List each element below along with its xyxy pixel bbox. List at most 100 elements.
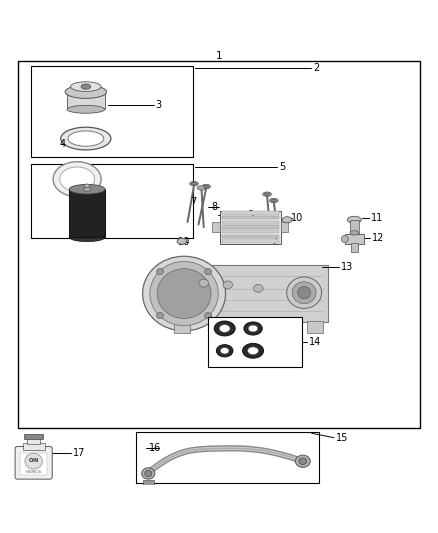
Bar xyxy=(212,222,220,232)
Ellipse shape xyxy=(214,321,235,336)
Bar xyxy=(174,321,190,333)
Bar xyxy=(31,66,193,157)
FancyBboxPatch shape xyxy=(15,447,52,479)
Bar xyxy=(307,321,323,333)
Text: 15: 15 xyxy=(336,433,348,442)
Ellipse shape xyxy=(60,167,95,191)
Bar xyxy=(222,239,279,243)
Ellipse shape xyxy=(205,312,212,319)
Text: 12: 12 xyxy=(372,233,384,243)
Ellipse shape xyxy=(71,82,101,92)
Bar xyxy=(20,453,47,475)
Ellipse shape xyxy=(68,131,104,146)
Ellipse shape xyxy=(190,182,198,186)
Bar xyxy=(220,211,281,244)
Ellipse shape xyxy=(84,187,91,191)
Text: 14: 14 xyxy=(309,337,321,347)
Ellipse shape xyxy=(299,458,307,464)
Bar xyxy=(136,432,319,482)
Text: OIN: OIN xyxy=(28,458,39,463)
Text: 9: 9 xyxy=(247,211,254,221)
Bar xyxy=(345,234,364,244)
Text: 11: 11 xyxy=(371,213,383,223)
Bar xyxy=(222,230,279,233)
Text: 1: 1 xyxy=(215,51,223,61)
Ellipse shape xyxy=(150,261,218,326)
Ellipse shape xyxy=(297,287,311,299)
Bar xyxy=(143,480,153,486)
Text: 10: 10 xyxy=(290,214,303,223)
Bar xyxy=(222,235,279,238)
Ellipse shape xyxy=(216,345,233,357)
Ellipse shape xyxy=(177,238,187,244)
Text: 16: 16 xyxy=(149,443,161,453)
Bar xyxy=(31,164,193,238)
Bar xyxy=(67,91,105,109)
Ellipse shape xyxy=(269,198,278,203)
Ellipse shape xyxy=(69,233,105,241)
Ellipse shape xyxy=(157,269,211,318)
Ellipse shape xyxy=(287,277,321,309)
Ellipse shape xyxy=(143,256,226,331)
Bar xyxy=(22,443,45,449)
Ellipse shape xyxy=(65,85,106,99)
Ellipse shape xyxy=(243,343,264,358)
Ellipse shape xyxy=(61,127,111,150)
Bar xyxy=(24,434,43,439)
Ellipse shape xyxy=(25,454,42,469)
Ellipse shape xyxy=(283,217,292,223)
Ellipse shape xyxy=(271,199,276,202)
Ellipse shape xyxy=(202,184,211,189)
Bar xyxy=(211,321,227,333)
Ellipse shape xyxy=(248,325,258,332)
Text: 4: 4 xyxy=(60,139,66,149)
Text: 3: 3 xyxy=(155,100,162,110)
Text: 7: 7 xyxy=(272,236,278,246)
Bar xyxy=(222,225,279,229)
Bar xyxy=(175,265,328,322)
Ellipse shape xyxy=(347,216,361,223)
Ellipse shape xyxy=(223,281,233,289)
Bar xyxy=(18,61,420,428)
Ellipse shape xyxy=(145,471,152,477)
Ellipse shape xyxy=(263,192,272,196)
Ellipse shape xyxy=(219,325,230,333)
Bar xyxy=(264,321,279,333)
Bar xyxy=(69,189,105,237)
Ellipse shape xyxy=(67,106,105,113)
Ellipse shape xyxy=(244,322,262,335)
Text: 10: 10 xyxy=(177,237,190,247)
Ellipse shape xyxy=(156,269,163,274)
Text: 8: 8 xyxy=(211,201,217,212)
Bar xyxy=(222,221,279,224)
Ellipse shape xyxy=(247,347,258,354)
Bar xyxy=(351,244,358,252)
Text: 13: 13 xyxy=(341,262,353,271)
Ellipse shape xyxy=(142,468,155,479)
Ellipse shape xyxy=(295,455,310,467)
Ellipse shape xyxy=(81,84,91,89)
Bar xyxy=(350,220,359,233)
Ellipse shape xyxy=(204,185,209,188)
Ellipse shape xyxy=(254,285,263,292)
Ellipse shape xyxy=(350,231,359,235)
Ellipse shape xyxy=(191,182,197,185)
Ellipse shape xyxy=(197,185,206,190)
Ellipse shape xyxy=(265,193,270,196)
Text: 2: 2 xyxy=(313,63,319,73)
Ellipse shape xyxy=(85,184,90,188)
Text: 6: 6 xyxy=(95,188,101,198)
Ellipse shape xyxy=(292,282,316,304)
Ellipse shape xyxy=(220,348,229,354)
Bar xyxy=(27,437,40,445)
Ellipse shape xyxy=(341,236,348,243)
Text: 7: 7 xyxy=(191,197,197,207)
Text: ENGINE OIL: ENGINE OIL xyxy=(26,470,42,474)
Ellipse shape xyxy=(69,184,105,194)
Bar xyxy=(222,216,279,219)
Text: 17: 17 xyxy=(73,448,85,458)
Text: 5: 5 xyxy=(279,163,286,172)
Ellipse shape xyxy=(205,269,212,274)
Bar xyxy=(281,222,288,232)
Ellipse shape xyxy=(199,279,208,287)
